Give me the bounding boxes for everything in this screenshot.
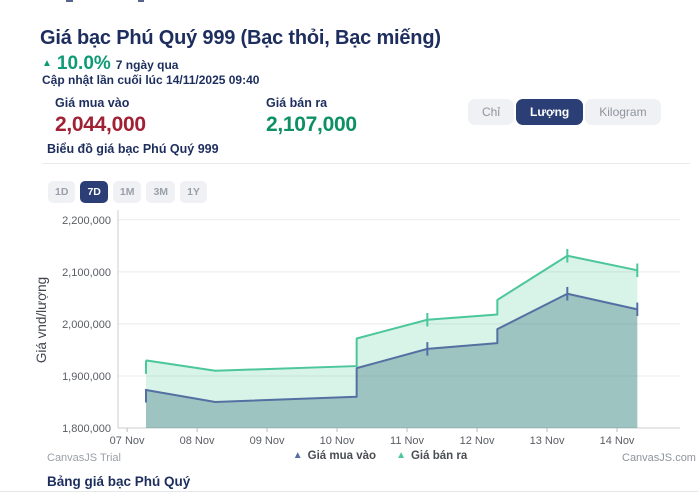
- range-selector: 1D 7D 1M 3M 1Y: [48, 181, 207, 203]
- buy-price-value: 2,044,000: [55, 113, 146, 136]
- y-tick-label: 1,900,000: [62, 371, 111, 383]
- x-tick-label: 13 Nov: [530, 435, 565, 447]
- last-updated: Cập nhật lần cuối lúc 14/11/2025 09:40: [42, 73, 260, 87]
- y-tick-label: 2,000,000: [62, 319, 111, 331]
- range-button-1d[interactable]: 1D: [48, 181, 76, 203]
- up-arrow-icon: ▲: [42, 58, 52, 69]
- sell-price-label: Giá bán ra: [266, 96, 328, 110]
- y-tick-label: 2,200,000: [62, 215, 111, 227]
- x-tick-label: 14 Nov: [600, 435, 635, 447]
- section-divider: [42, 163, 690, 164]
- price-table-title: Bảng giá bạc Phú Quý: [47, 474, 191, 489]
- top-edge-artifact: [138, 0, 144, 2]
- legend-marker-buy-icon: ▲: [292, 450, 303, 461]
- price-chart-svg[interactable]: 1,800,000 1,900,000 2,000,000 2,100,000 2,20…: [0, 200, 698, 450]
- x-tick-label: 12 Nov: [460, 435, 495, 447]
- legend-item-buy[interactable]: ▲ Giá mua vào: [293, 450, 376, 462]
- legend-item-sell[interactable]: ▲ Giá bán ra: [396, 450, 467, 462]
- unit-toggle-luong[interactable]: Lượng: [516, 99, 584, 125]
- range-button-7d[interactable]: 7D: [80, 181, 108, 203]
- area-Giá mua vào: [145, 293, 638, 428]
- unit-toggle: Chỉ Lượng Kilogram: [468, 99, 661, 125]
- x-tick-label: 10 Nov: [320, 435, 355, 447]
- bottom-divider: [0, 491, 698, 492]
- legend-label-buy: Giá mua vào: [307, 450, 377, 462]
- price-change-row: ▲ 10.0% 7 ngày qua: [42, 53, 178, 75]
- canvasjs-trial-label: CanvasJS Trial: [47, 452, 121, 464]
- y-axis-title: Giá vnd/lượng: [34, 277, 49, 363]
- unit-toggle-chi[interactable]: Chỉ: [468, 99, 515, 125]
- range-button-1y[interactable]: 1Y: [180, 181, 207, 203]
- x-tick-label: 07 Nov: [110, 435, 145, 447]
- change-percent: 10.0%: [56, 53, 111, 74]
- buy-price-label: Giá mua vào: [55, 96, 130, 110]
- y-tick-label: 2,100,000: [62, 267, 111, 279]
- range-button-1m[interactable]: 1M: [112, 181, 142, 203]
- unit-toggle-kilogram[interactable]: Kilogram: [585, 99, 661, 125]
- page-title: Giá bạc Phú Quý 999 (Bạc thỏi, Bạc miếng…: [40, 27, 441, 49]
- legend-marker-sell-icon: ▲: [396, 450, 406, 461]
- range-button-3m[interactable]: 3M: [146, 181, 176, 203]
- change-period: 7 ngày qua: [115, 58, 179, 72]
- canvasjs-link[interactable]: CanvasJS.com: [622, 452, 696, 464]
- top-edge-artifact: [66, 0, 73, 2]
- x-tick-label: 08 Nov: [180, 435, 215, 447]
- buy-price-block: Giá mua vào 2,044,000: [55, 96, 146, 137]
- chart-legend: ▲ Giá mua vào ▲ Giá bán ra: [100, 450, 660, 462]
- sell-price-value: 2,107,000: [266, 113, 357, 136]
- x-tick-label: 11 Nov: [390, 435, 425, 447]
- x-tick-label: 09 Nov: [250, 435, 285, 447]
- chart-section-title: Biểu đồ giá bạc Phú Quý 999: [47, 142, 219, 156]
- price-chart[interactable]: 1,800,000 1,900,000 2,000,000 2,100,000 2,20…: [0, 200, 698, 450]
- sell-price-block: Giá bán ra 2,107,000: [266, 96, 357, 137]
- legend-label-sell: Giá bán ra: [410, 450, 468, 462]
- area-Giá bán ra: [145, 255, 638, 428]
- y-tick-label: 1,800,000: [62, 423, 111, 435]
